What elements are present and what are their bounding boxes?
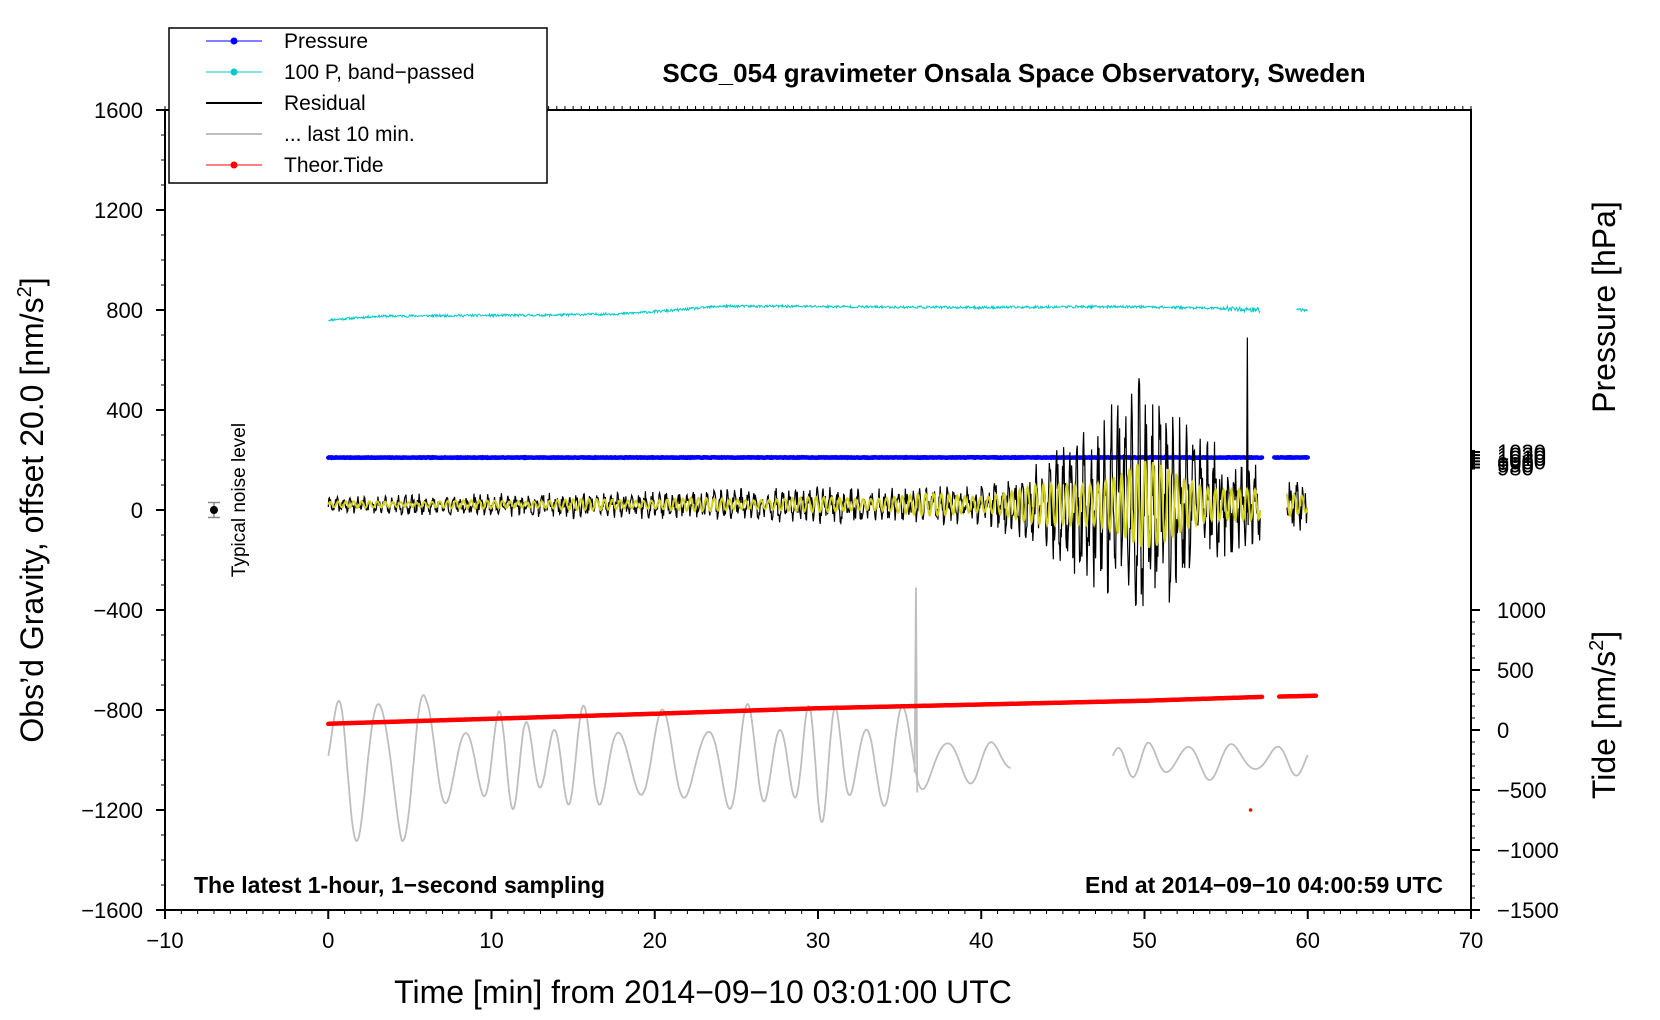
chart-title: SCG_054 gravimeter Onsala Space Observat… <box>662 58 1365 88</box>
y-left-tick-label: −1600 <box>81 898 143 923</box>
y-axis-tide-label-main: Tide [nm/s <box>1586 651 1622 799</box>
y-left-tick-label: 1600 <box>94 98 143 123</box>
y-pressure-tick-label: 990 <box>1497 452 1534 477</box>
legend-label-1: 100 P, band−passed <box>284 61 475 84</box>
y-left-tick-label: −400 <box>93 598 143 623</box>
y-pressure-tick-label: 1010 <box>1497 446 1546 471</box>
series-residual-spike-0 <box>1245 337 1249 526</box>
noise-marker-dot <box>209 506 218 514</box>
x-tick-label: −10 <box>146 928 183 953</box>
y-axis-left-label-end: ] <box>14 277 50 286</box>
x-tick-label: 20 <box>643 928 667 953</box>
y-left-tick-label: 800 <box>106 298 143 323</box>
y-left-tick-label: −800 <box>93 698 143 723</box>
legend-label-4: Theor.Tide <box>284 154 384 177</box>
y-tide-tick-label: −1500 <box>1497 898 1559 923</box>
series-residual-smoothed-line <box>327 460 1309 548</box>
footer-left-label: The latest 1-hour, 1−second sampling <box>194 872 605 898</box>
x-tick-label: 30 <box>806 928 830 953</box>
legend-dot-0 <box>230 37 238 45</box>
plot-area <box>207 303 1319 843</box>
legend: Pressure 100 P, band−passed Residual ... la… <box>168 27 548 184</box>
y-tide-tick-label: 1000 <box>1497 598 1546 623</box>
y-tide-tick-label: −500 <box>1497 778 1547 803</box>
series-last10min-spike-0 <box>913 587 919 793</box>
y-axis-tide-label-end: ] <box>1586 631 1622 640</box>
y-left-tick-label: 400 <box>106 398 143 423</box>
y-tide-tick-label: 500 <box>1497 658 1534 683</box>
y-pressure-tick-label: 1000 <box>1497 449 1546 474</box>
legend-label-3: ... last 10 min. <box>284 123 415 146</box>
y-axis-left-label: Obs’d Gravity, offset 20.0 [nm/s2] <box>14 277 50 742</box>
series-tide-line <box>326 693 1319 727</box>
x-tick-label: 60 <box>1296 928 1320 953</box>
legend-dot-1 <box>230 68 238 76</box>
footer-right-label: End at 2014−09−10 04:00:59 UTC <box>1085 872 1443 898</box>
y-axis-left-label-main: Obs’d Gravity, offset 20.0 [nm/s <box>14 297 50 742</box>
y-axis-tide-label-sup: 2 <box>1586 640 1608 651</box>
x-tick-label: 10 <box>479 928 503 953</box>
y-left-tick-label: 0 <box>131 498 143 523</box>
x-tick-label: 70 <box>1459 928 1483 953</box>
x-tick-label: 0 <box>322 928 334 953</box>
x-tick-label: 40 <box>969 928 993 953</box>
y-tide-tick-label: 0 <box>1497 718 1509 743</box>
series-bandpassed-line <box>328 303 1308 323</box>
legend-dot-4 <box>230 161 238 169</box>
y-left-tick-label: −1200 <box>81 798 143 823</box>
y-pressure-tick-label: 980 <box>1497 456 1534 481</box>
series-tide-outlier-0 <box>1248 808 1253 812</box>
y-pressure-tick-label: 1030 <box>1497 440 1546 465</box>
y-axis-pressure-label: Pressure [hPa] <box>1586 201 1622 413</box>
y-axis-tide-label: Tide [nm/s2] <box>1586 631 1622 799</box>
y-left-tick-label: 1200 <box>94 198 143 223</box>
legend-label-2: Residual <box>284 92 366 115</box>
y-tide-tick-label: −1000 <box>1497 838 1559 863</box>
series-pressure-line <box>326 454 1310 461</box>
y-axis-left-label-sup: 2 <box>14 286 36 297</box>
legend-label-0: Pressure <box>284 30 368 53</box>
x-axis-label: Time [min] from 2014−09−10 03:01:00 UTC <box>394 974 1012 1010</box>
x-tick-label: 50 <box>1132 928 1156 953</box>
noise-level-label: Typical noise level <box>229 423 250 577</box>
series-last10min-line <box>327 694 1309 843</box>
legend-box <box>168 27 548 184</box>
y-pressure-tick-label: 1020 <box>1497 443 1546 468</box>
